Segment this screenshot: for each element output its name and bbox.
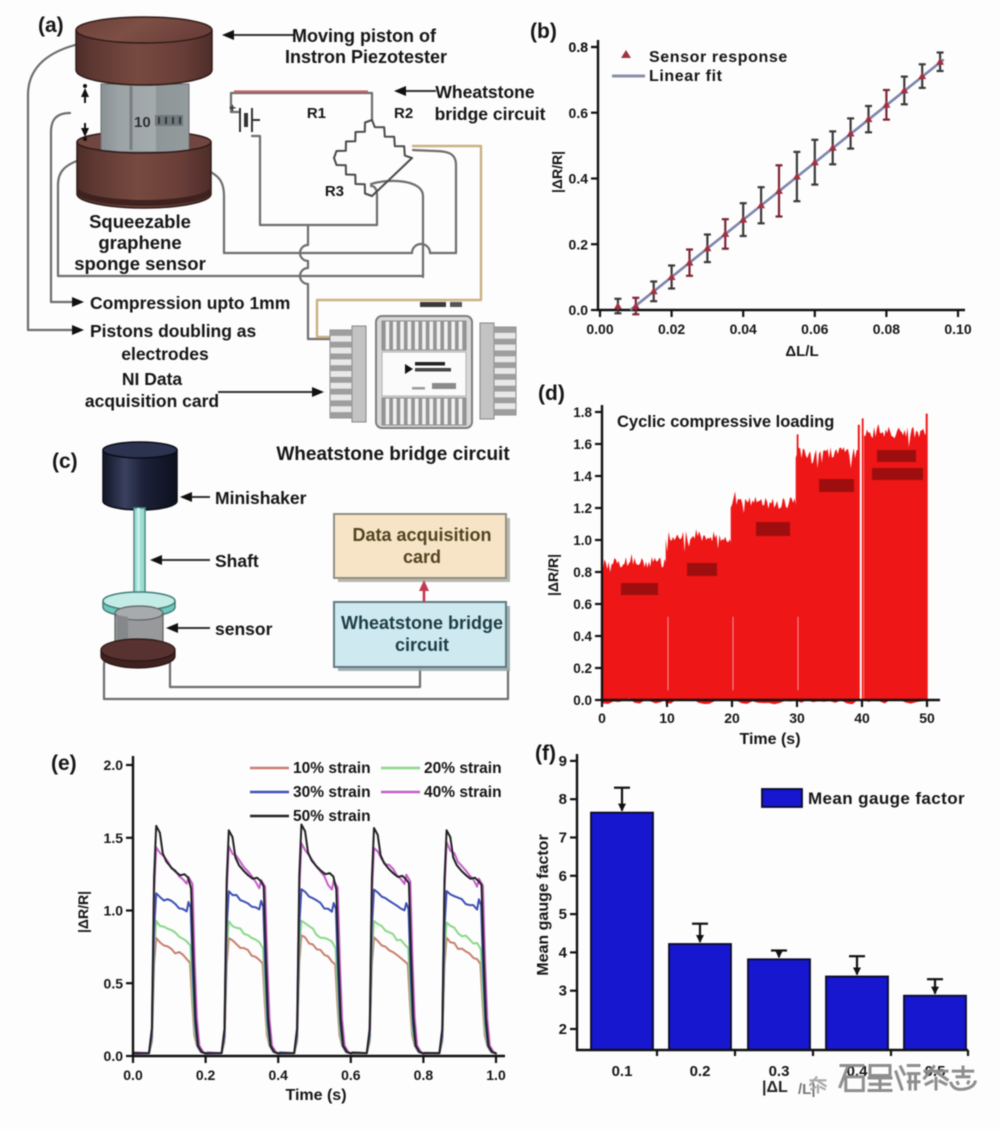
svg-text:1.5: 1.5 [104,830,124,846]
svg-text:|ΔR/R|: |ΔR/R| [549,151,565,193]
svg-text:0.2: 0.2 [569,236,589,252]
svg-text:30: 30 [789,710,805,726]
svg-text:Sensor response: Sensor response [649,49,788,66]
svg-text:(a): (a) [38,14,64,37]
svg-text:0.0: 0.0 [104,1048,124,1064]
svg-text:0.0: 0.0 [569,302,589,318]
svg-text:0.4: 0.4 [268,1067,288,1083]
svg-text:5: 5 [559,906,567,923]
svg-text:card: card [403,547,441,567]
svg-text:0.2: 0.2 [196,1067,216,1083]
svg-text:Instron Piezotester: Instron Piezotester [285,47,447,67]
svg-text:0: 0 [598,710,606,726]
svg-text:1.0: 1.0 [573,533,592,548]
svg-text:0.08: 0.08 [873,321,900,337]
svg-text:0.8: 0.8 [573,565,592,580]
svg-text:Mean gauge factor: Mean gauge factor [808,789,965,808]
svg-text:1.0: 1.0 [486,1067,506,1083]
svg-text:sensor: sensor [215,619,273,639]
svg-text:R2: R2 [394,105,413,122]
svg-text:0.6: 0.6 [573,597,592,612]
svg-text:Compression upto 1mm: Compression upto 1mm [90,293,290,313]
svg-text:40% strain: 40% strain [424,784,502,801]
svg-text:1.8: 1.8 [573,405,592,420]
svg-text:Moving piston of: Moving piston of [292,26,437,46]
svg-text:1.4: 1.4 [573,469,592,484]
svg-text:6: 6 [559,868,567,885]
svg-text:+: + [229,101,236,115]
svg-text:7: 7 [559,830,567,847]
svg-text:4: 4 [559,944,568,961]
svg-text:Minishaker: Minishaker [215,488,307,508]
svg-text:acquisition card: acquisition card [85,391,219,411]
svg-text:graphene: graphene [98,232,181,253]
svg-text:20: 20 [724,710,740,726]
svg-text:Mean gauge factor: Mean gauge factor [535,834,552,975]
svg-text:(f): (f) [535,742,556,765]
svg-text:2: 2 [559,1021,567,1038]
svg-text:0.8: 0.8 [569,39,589,55]
svg-text:0.2: 0.2 [573,661,592,676]
svg-text:|ΔR/R|: |ΔR/R| [545,554,561,596]
svg-text:8: 8 [559,791,567,808]
svg-text:40: 40 [854,710,870,726]
svg-text:0.02: 0.02 [658,321,685,337]
svg-text:2.0: 2.0 [104,757,124,773]
svg-text:Wheatstone bridge: Wheatstone bridge [341,613,503,633]
svg-text:10% strain: 10% strain [293,760,371,777]
svg-text:0.8: 0.8 [414,1067,434,1083]
svg-text:3: 3 [559,983,567,1000]
svg-text:Linear fit: Linear fit [649,68,723,85]
svg-text:1.6: 1.6 [573,437,592,452]
svg-text:30% strain: 30% strain [293,784,371,801]
svg-text:0.00: 0.00 [586,321,613,337]
svg-text:0.0: 0.0 [573,693,592,708]
svg-text:(b): (b) [530,20,557,43]
svg-text:0.04: 0.04 [730,321,757,337]
svg-text:50: 50 [919,710,935,726]
svg-text:R3: R3 [325,183,344,200]
svg-text:0.4: 0.4 [569,171,589,187]
svg-text:R1: R1 [307,105,326,122]
svg-text:0.6: 0.6 [341,1067,361,1083]
svg-text:20% strain: 20% strain [424,760,502,777]
svg-text:NI Data: NI Data [122,369,183,389]
svg-text:Data acquisition: Data acquisition [352,525,491,545]
svg-text:Time (s): Time (s) [285,1087,346,1104]
svg-text:Cyclic compressive loading: Cyclic compressive loading [617,413,834,431]
svg-text:0.06: 0.06 [801,321,828,337]
svg-text:Pistons doubling as: Pistons doubling as [90,321,257,341]
svg-text:(d): (d) [538,382,565,405]
svg-text:0.4: 0.4 [573,629,592,644]
svg-text:(c): (c) [52,450,78,473]
svg-text:0.10: 0.10 [944,321,971,337]
svg-text:Time (s): Time (s) [739,731,800,748]
svg-text:0.0: 0.0 [123,1067,143,1083]
svg-text:0.5: 0.5 [104,975,124,991]
svg-text:1.2: 1.2 [573,501,592,516]
svg-text:0.3: 0.3 [769,1063,790,1080]
svg-text:Shaft: Shaft [215,551,259,571]
svg-text:|ΔR/R|: |ΔR/R| [75,891,91,933]
svg-text:circuit: circuit [395,635,449,655]
svg-text:0.2: 0.2 [690,1063,711,1080]
svg-text:electrodes: electrodes [121,344,209,364]
svg-text:Squeezable: Squeezable [89,211,191,232]
svg-text:0.8: 0.8 [569,39,589,55]
svg-text:ΔL/L: ΔL/L [785,343,818,360]
svg-text:sponge sensor: sponge sensor [74,253,206,274]
svg-text:(e): (e) [51,752,77,775]
svg-text:10: 10 [659,710,675,726]
svg-text:9: 9 [559,753,567,770]
svg-text:Wheatstone bridge circuit: Wheatstone bridge circuit [276,444,510,465]
svg-text:0.1: 0.1 [612,1063,633,1080]
svg-text:bridge circuit: bridge circuit [435,104,546,124]
svg-text:Wheatstone: Wheatstone [435,82,534,102]
svg-text:0.6: 0.6 [569,105,589,121]
svg-text:|ΔL: |ΔL [762,1079,788,1096]
svg-text:10: 10 [134,114,151,131]
svg-text:50% strain: 50% strain [293,808,371,825]
svg-text:1.0: 1.0 [104,903,124,919]
